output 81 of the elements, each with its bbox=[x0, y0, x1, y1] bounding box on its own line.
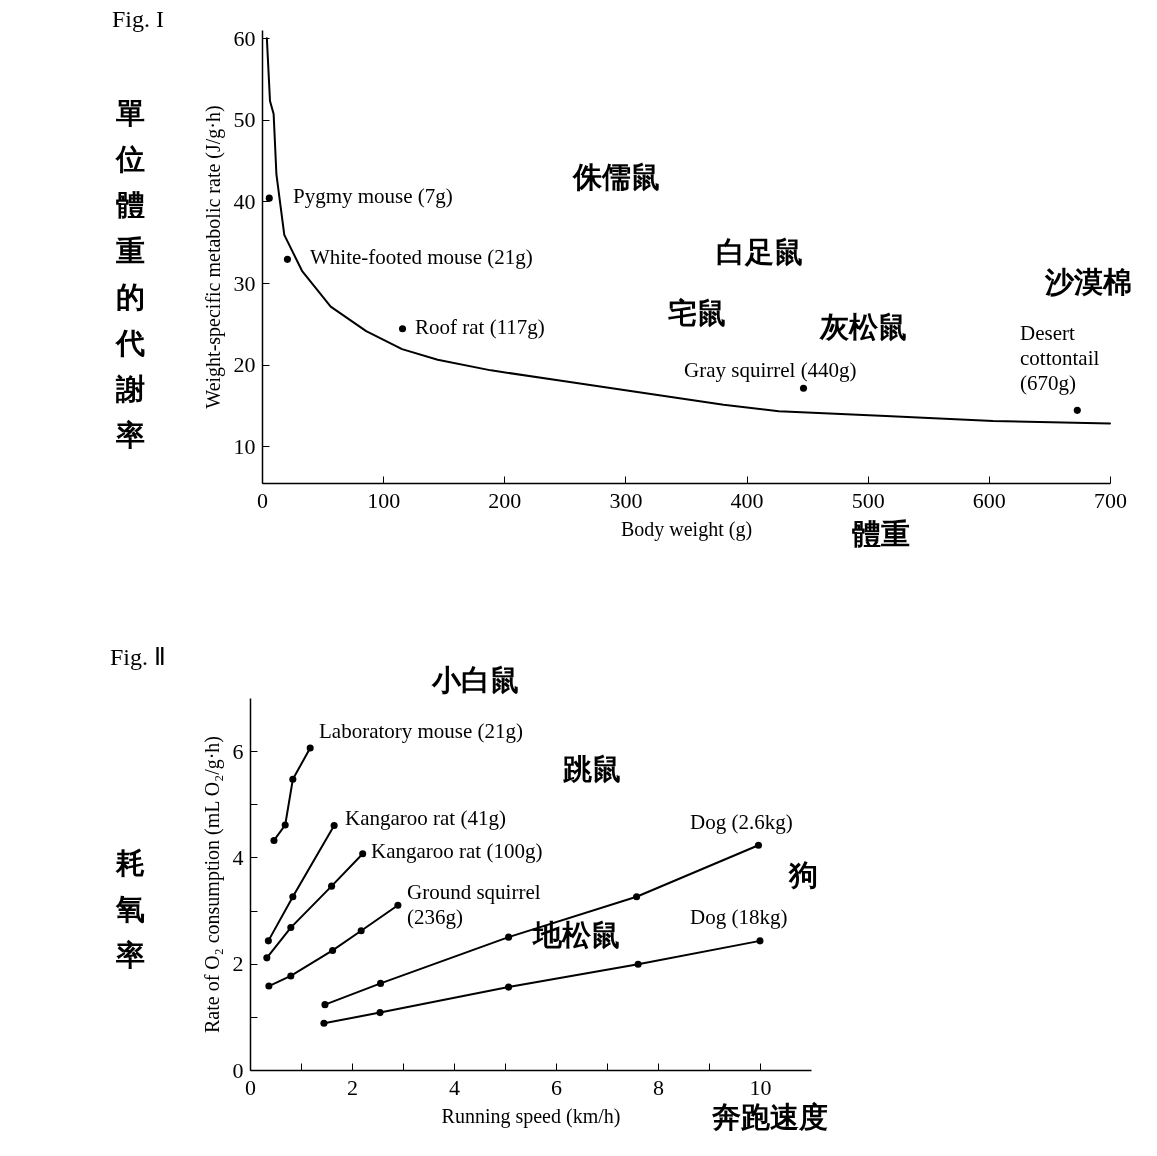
annotation: Kangaroo rat (100g) bbox=[371, 839, 543, 863]
point bbox=[265, 194, 273, 202]
point bbox=[289, 893, 297, 901]
y-tick-label: 10 bbox=[233, 433, 256, 459]
point bbox=[283, 255, 291, 263]
x-tick-label: 700 bbox=[1094, 487, 1127, 513]
x-tick-label: 500 bbox=[851, 487, 885, 513]
point bbox=[505, 983, 513, 991]
annotation: Pygmy mouse (7g) bbox=[293, 184, 453, 208]
point bbox=[306, 744, 314, 752]
y-tick-label: 40 bbox=[233, 188, 256, 214]
point bbox=[287, 972, 295, 980]
point bbox=[263, 954, 271, 962]
point bbox=[376, 1009, 384, 1017]
annotation: 跳鼠 bbox=[562, 752, 621, 786]
point bbox=[264, 937, 272, 945]
x-tick-label: 300 bbox=[609, 487, 643, 513]
annotation: 白足鼠 bbox=[716, 235, 803, 269]
point bbox=[287, 924, 295, 932]
annotation: 狗 bbox=[788, 858, 818, 892]
text: 單位體重的代謝率 bbox=[113, 96, 145, 452]
y-tick-label: 2 bbox=[232, 951, 244, 977]
y-tick-label: 6 bbox=[232, 738, 244, 764]
annotation: 灰松鼠 bbox=[819, 310, 907, 344]
point bbox=[633, 893, 641, 901]
point bbox=[289, 775, 297, 783]
y-tick-label: 4 bbox=[232, 844, 244, 870]
x-tick-label: 8 bbox=[653, 1074, 664, 1100]
annotation: Kangaroo rat (41g) bbox=[345, 806, 506, 830]
point bbox=[359, 850, 367, 858]
point bbox=[1073, 406, 1081, 414]
x-tick-label: 100 bbox=[367, 487, 401, 513]
x-tick-label: 2 bbox=[347, 1074, 358, 1100]
y-tick-label: 0 bbox=[232, 1057, 244, 1083]
point bbox=[321, 1001, 329, 1009]
annotation: 宅鼠 bbox=[668, 296, 726, 330]
text: 奔跑速度 bbox=[711, 1100, 828, 1134]
text: 體重 bbox=[852, 517, 910, 551]
chart-title: Fig. I bbox=[112, 6, 165, 33]
y-tick-label: 60 bbox=[233, 25, 256, 51]
point bbox=[799, 384, 808, 392]
point bbox=[328, 882, 336, 890]
annotation: Gray squirrel (440g) bbox=[684, 358, 857, 382]
annotation: Dog (18kg) bbox=[690, 905, 788, 929]
x-tick-label: 600 bbox=[972, 487, 1006, 513]
x-tick-label: 10 bbox=[749, 1074, 772, 1100]
text: 耗氧率 bbox=[114, 846, 145, 972]
point bbox=[505, 933, 513, 941]
point bbox=[320, 1019, 328, 1027]
annotation: Roof rat (117g) bbox=[415, 315, 545, 339]
chart-title: Fig. Ⅱ bbox=[110, 644, 167, 670]
annotation: 沙漠棉 bbox=[1044, 265, 1132, 299]
point bbox=[330, 822, 338, 830]
point bbox=[394, 901, 402, 909]
x-axis-title: Body weight (g) bbox=[620, 517, 753, 541]
point bbox=[281, 821, 289, 829]
text: 小白鼠 bbox=[431, 663, 519, 697]
y-tick-label: 20 bbox=[233, 352, 256, 378]
point bbox=[270, 836, 278, 844]
y-tick-label: 50 bbox=[233, 107, 256, 133]
x-tick-label: 200 bbox=[488, 487, 522, 513]
point bbox=[754, 841, 763, 849]
point bbox=[756, 937, 764, 945]
point bbox=[357, 927, 365, 935]
annotation: White-footed mouse (21g) bbox=[310, 245, 533, 269]
y-tick-label: 30 bbox=[233, 270, 256, 296]
y-axis-title: Rate of O₂ consumption (mL O₂/g·h) bbox=[200, 735, 224, 1034]
x-tick-label: 4 bbox=[449, 1074, 460, 1100]
annotation: 侏儒鼠 bbox=[572, 160, 660, 194]
point bbox=[329, 946, 337, 954]
x-axis-title: Running speed (km/h) bbox=[441, 1104, 621, 1128]
point bbox=[265, 982, 273, 990]
point bbox=[398, 325, 407, 333]
annotation: Laboratory mouse (21g) bbox=[319, 719, 524, 743]
x-tick-label: 6 bbox=[551, 1074, 562, 1100]
point bbox=[377, 979, 385, 987]
annotation: Desert cottontail (670g) bbox=[1020, 321, 1100, 395]
point bbox=[634, 960, 642, 968]
x-tick-label: 400 bbox=[730, 487, 764, 513]
annotation: Dog (2.6kg) bbox=[690, 810, 793, 834]
y-axis-title: Weight-specific metabolic rate (J/g·h) bbox=[201, 105, 225, 409]
